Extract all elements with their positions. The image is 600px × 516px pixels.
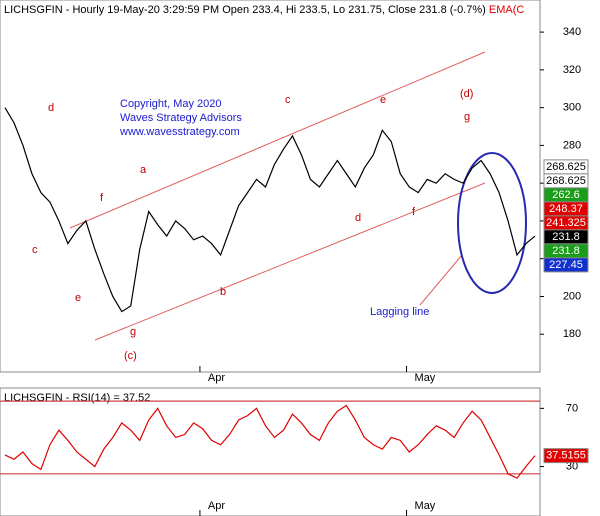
channel-line [69, 51, 486, 229]
price-tag-label: 231.8 [552, 245, 580, 257]
y-tick-label: 340 [563, 26, 581, 38]
highlight-ellipse [457, 152, 527, 294]
y-tick-label: 320 [563, 64, 581, 76]
price-tag-label: 231.8 [552, 231, 580, 243]
annotation: b [220, 286, 226, 298]
price-tag-label: 268.625 [546, 161, 586, 173]
chart-title: LICHSGFIN - Hourly 19-May-20 3:29:59 PM … [4, 4, 524, 16]
price-tag-label: 37.5155 [546, 450, 586, 462]
rsi-title: LICHSGFIN - RSI(14) = 37.52 [4, 392, 150, 404]
annotation: www.wavesstrategy.com [119, 126, 240, 138]
annotation: a [140, 164, 147, 176]
annotation: g [130, 326, 136, 338]
series-line [4, 107, 536, 313]
annotation: Copyright, May 2020 [120, 98, 222, 110]
x-tick-label: Apr [208, 372, 225, 384]
y-tick-label: 200 [563, 290, 581, 302]
y-tick-label: 30 [566, 460, 578, 472]
title-suffix: EMA(C [489, 4, 525, 16]
price-tag-label: 248.37 [549, 203, 583, 215]
title-text: LICHSGFIN - Hourly 19-May-20 3:29:59 PM … [4, 4, 486, 16]
price-tag-label: 241.325 [546, 217, 586, 229]
annotation: c [32, 244, 38, 256]
price-tag [543, 448, 589, 464]
channel-line [94, 182, 486, 341]
annotation: f [100, 192, 104, 204]
y-tick-label: 280 [563, 139, 581, 151]
annotation: (c) [124, 350, 137, 362]
annotation: e [75, 292, 81, 304]
y-tick-label: 300 [563, 102, 581, 114]
annotation: d [355, 212, 361, 224]
y-tick-label: 180 [563, 328, 581, 340]
annotation: f [412, 206, 416, 218]
annotation: Lagging line [370, 306, 429, 318]
annotation: c [285, 94, 291, 106]
price-tag-label: 262.6 [552, 189, 580, 201]
annotation: g [464, 111, 470, 123]
price-tag-label: 268.625 [546, 175, 586, 187]
x-tick-label: Apr [208, 500, 225, 512]
price-panel [0, 0, 541, 373]
annotation: Waves Strategy Advisors [120, 112, 242, 124]
pointer-line [419, 254, 463, 306]
y-tick-label: 70 [566, 402, 578, 414]
price-tag [543, 257, 589, 273]
annotation: (d) [460, 88, 473, 100]
rsi-panel [0, 387, 541, 516]
series-line [4, 404, 536, 479]
x-tick-label: May [415, 500, 436, 512]
annotation: d [48, 102, 54, 114]
x-tick-label: May [415, 372, 436, 384]
annotation: e [380, 94, 386, 106]
price-tag-label: 227.45 [549, 259, 583, 271]
